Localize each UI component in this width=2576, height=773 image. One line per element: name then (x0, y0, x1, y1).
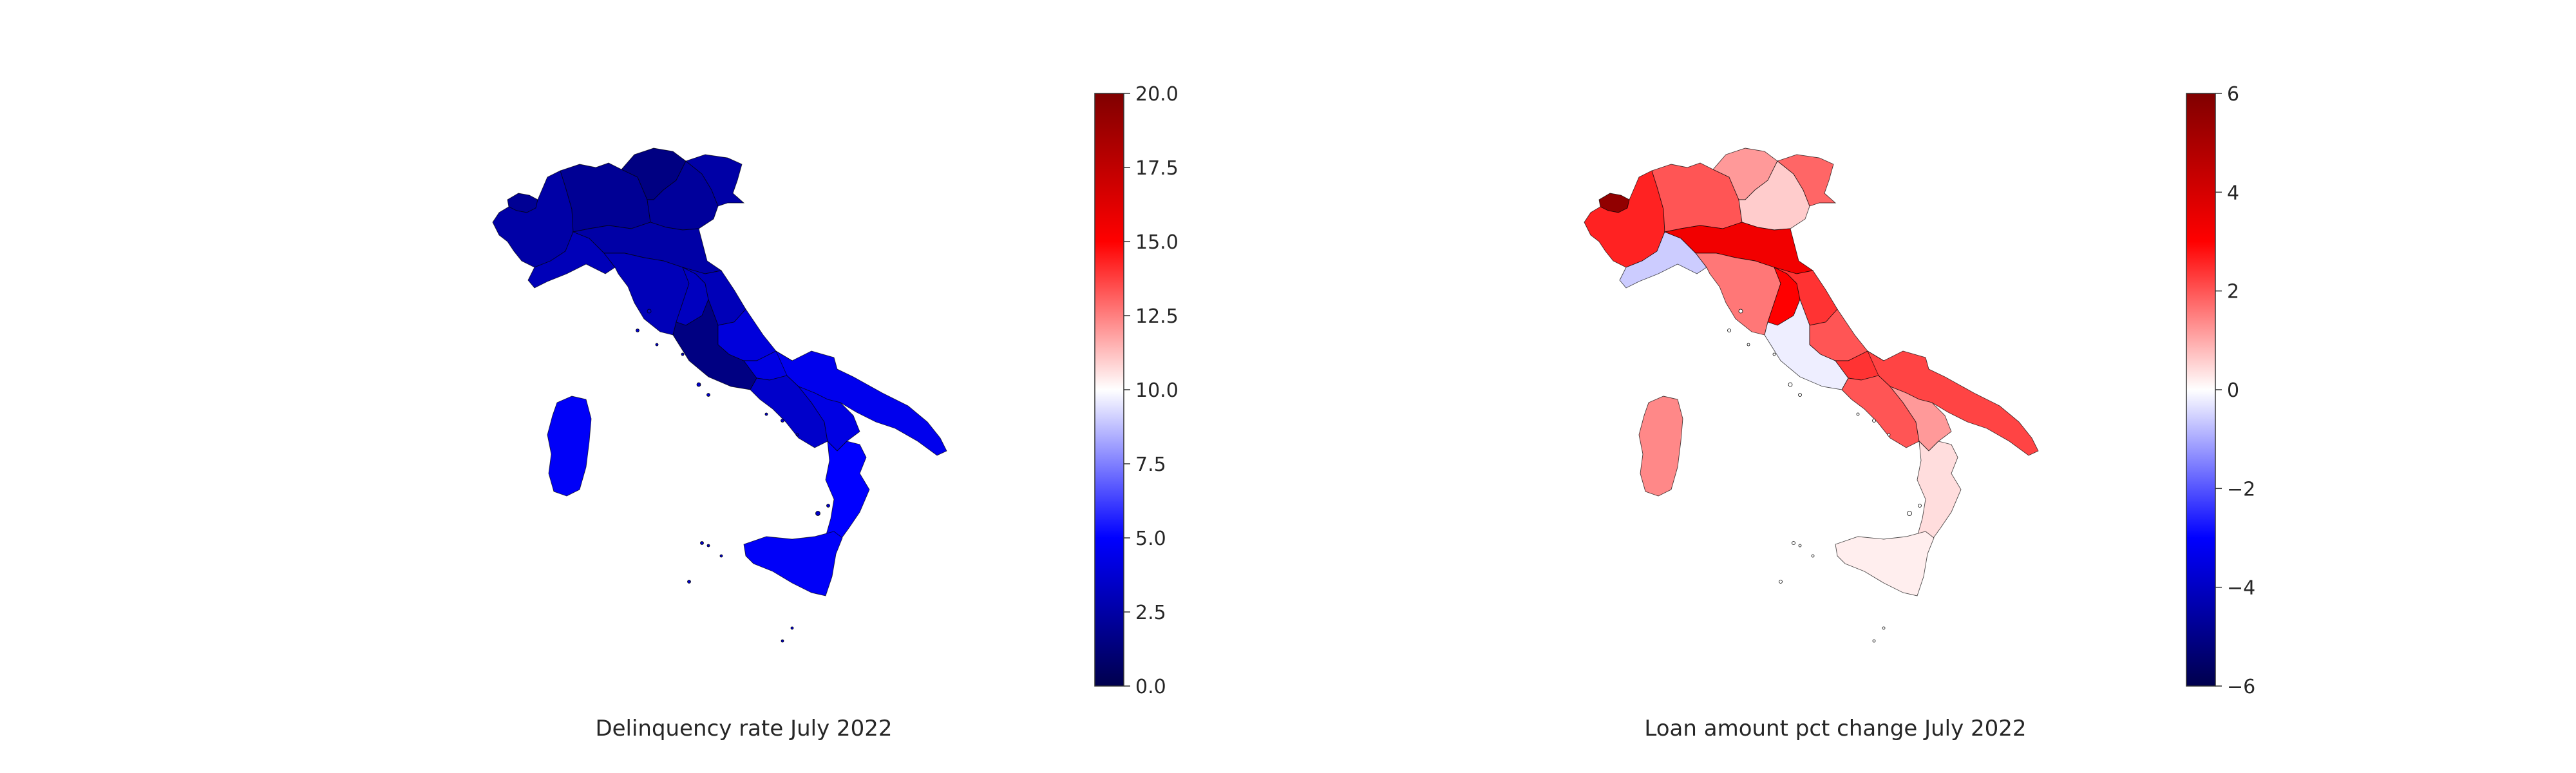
islet (636, 329, 639, 332)
islet (781, 419, 784, 423)
islet (1792, 541, 1795, 545)
minor-islands (636, 309, 830, 643)
delinquency-map (492, 148, 947, 643)
colorbar-tick-label: 2 (2227, 281, 2239, 303)
colorbar-tick-label: −2 (2227, 478, 2255, 501)
colorbar-gradient (2186, 93, 2216, 687)
islet (1738, 309, 1743, 314)
colorbar-tick-label: 2.5 (1135, 602, 1166, 624)
islet (795, 433, 799, 437)
region-basilicata (797, 385, 860, 452)
region-piemonte (492, 170, 574, 268)
islet (1882, 626, 1886, 630)
islet (700, 541, 704, 545)
islet (1798, 544, 1802, 548)
map-caption: Delinquency rate July 2022 (595, 716, 892, 741)
islet (781, 639, 784, 643)
islet (687, 580, 691, 584)
region-friuli-venezia-giulia (1777, 154, 1837, 207)
colorbar-tick-label: −6 (2227, 676, 2255, 698)
islet (1798, 393, 1802, 397)
colorbar-tick-label: 17.5 (1135, 157, 1179, 180)
islet (790, 626, 794, 630)
region-calabria (1917, 440, 1962, 545)
colorbar-tick-label: 0.0 (1135, 676, 1166, 698)
islet (826, 504, 830, 508)
loan-change-colorbar: −6 −4 −2 0 2 4 6 (2186, 83, 2255, 698)
colorbar-ticks: 0.0 2.5 5.0 7.5 10.0 12.5 15.0 17.5 20.0 (1124, 83, 1179, 698)
islet (1907, 511, 1912, 516)
region-liguria (1619, 231, 1707, 289)
colorbar-tick-label: 12.5 (1135, 305, 1179, 328)
colorbar-tick-label: 0 (2227, 379, 2239, 402)
region-liguria (527, 231, 616, 289)
islet (706, 393, 710, 397)
islet (764, 412, 768, 416)
region-sardegna (1638, 396, 1683, 497)
region-sicilia (1835, 531, 1935, 596)
islet (1887, 433, 1891, 437)
colorbar-tick-label: −4 (2227, 577, 2255, 600)
islet (706, 544, 710, 548)
islet (1727, 329, 1731, 332)
islet (1872, 639, 1876, 643)
islet (1788, 382, 1793, 387)
colorbar-tick-label: 7.5 (1135, 453, 1166, 476)
colorbar-gradient (1094, 93, 1124, 687)
islet (815, 511, 820, 516)
islet (647, 309, 652, 314)
region-friuli-venezia-giulia (685, 154, 745, 207)
islet (1779, 580, 1783, 584)
islet (1747, 343, 1750, 347)
islet (1872, 419, 1876, 423)
colorbar-tick-label: 10.0 (1135, 379, 1179, 402)
delinquency-colorbar: 0.0 2.5 5.0 7.5 10.0 12.5 15.0 17.5 20.0 (1094, 83, 1179, 698)
region-sicilia (743, 531, 843, 596)
islet (1772, 352, 1776, 356)
islet (681, 352, 685, 356)
colorbar-tick-label: 4 (2227, 182, 2239, 204)
map-caption: Loan amount pct change July 2022 (1644, 716, 2026, 741)
colorbar-tick-label: 15.0 (1135, 231, 1179, 254)
minor-islands (1727, 309, 1922, 643)
region-calabria (825, 440, 870, 545)
region-sardegna (547, 396, 592, 497)
islet (1918, 504, 1922, 508)
colorbar-tick-label: 5.0 (1135, 528, 1166, 550)
islet (655, 343, 659, 347)
loan-change-map (1584, 148, 2039, 643)
islet (1811, 554, 1815, 558)
islet (1856, 412, 1860, 416)
region-basilicata (1889, 385, 1952, 452)
colorbar-ticks: −6 −4 −2 0 2 4 6 (2215, 83, 2255, 698)
islet (696, 382, 701, 387)
colorbar-tick-label: 20.0 (1135, 83, 1179, 106)
colorbar-tick-label: 6 (2227, 83, 2239, 106)
region-piemonte (1584, 170, 1665, 268)
islet (719, 554, 723, 558)
